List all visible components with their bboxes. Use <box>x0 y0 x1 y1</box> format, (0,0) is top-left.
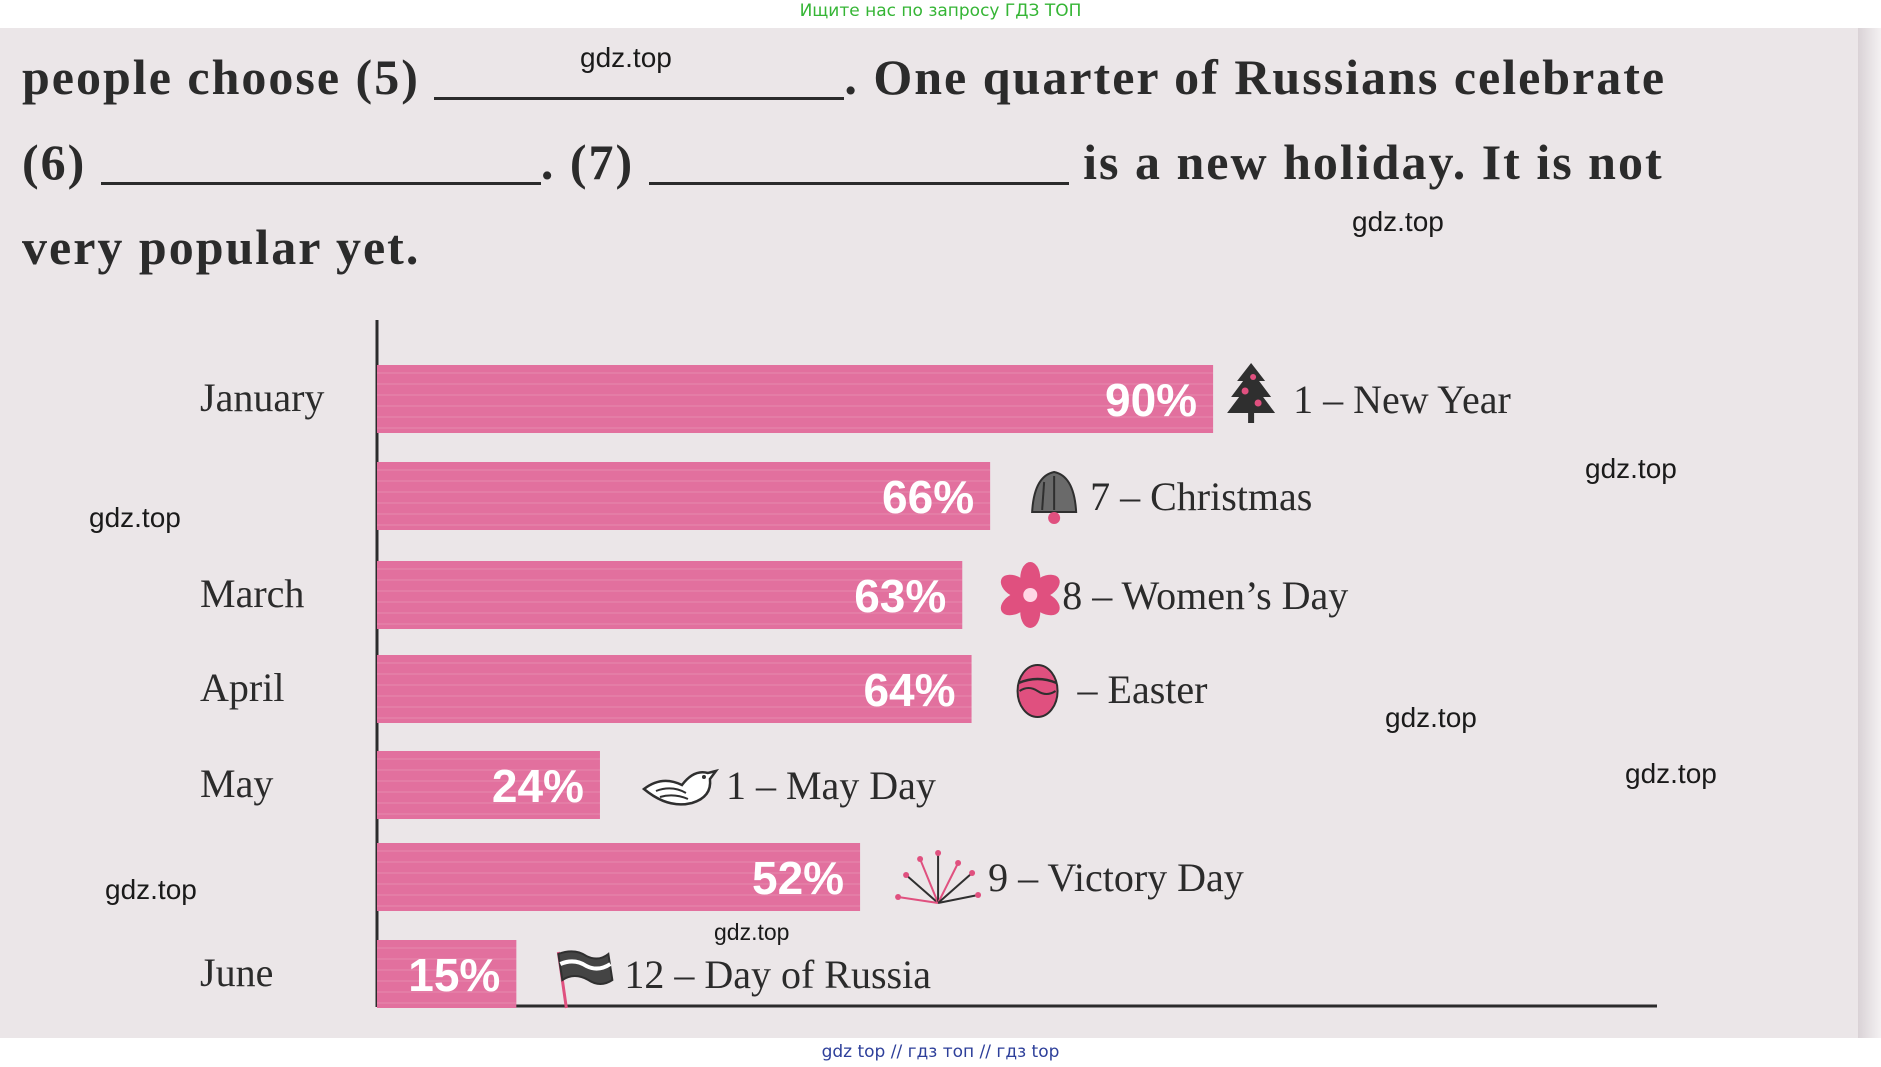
watermark: gdz.top <box>714 919 790 945</box>
watermark: gdz.top <box>89 502 181 533</box>
holiday-annotation: – Easter <box>1077 667 1208 712</box>
bar-value-label: 63% <box>854 570 946 622</box>
blank-5 <box>434 57 845 100</box>
bar-1 <box>377 365 1214 433</box>
holiday-annotation: 7 – Christmas <box>1090 474 1312 519</box>
page-edge <box>1858 28 1881 1038</box>
holiday-annotation: 9 – Victory Day <box>988 855 1244 900</box>
text-line-2-a: (6) <box>22 134 87 190</box>
bottom-banner: gdz top // гдз топ // гдз top <box>821 1042 1060 1062</box>
bar-value-label: 66% <box>882 471 974 523</box>
blank-6 <box>100 142 541 185</box>
watermark: gdz.top <box>580 42 672 73</box>
category-label: March <box>200 571 304 616</box>
bar-value-label: 90% <box>1105 374 1197 426</box>
text-line-1-b: . One quarter of Russians celebrate <box>844 49 1667 105</box>
text-line-1-a: people choose (5) <box>22 49 420 105</box>
bar-value-label: 64% <box>863 664 955 716</box>
blank-7 <box>648 142 1069 185</box>
bar-7 <box>377 940 517 1008</box>
holiday-annotation: 1 – May Day <box>726 763 936 808</box>
category-label: January <box>200 375 324 420</box>
watermark: gdz.top <box>1352 206 1444 237</box>
top-banner: Ищите нас по запросу ГДЗ ТОП <box>799 1 1082 21</box>
dove-icon <box>641 768 720 806</box>
fireworks-icon <box>895 850 982 904</box>
bar-2 <box>377 462 991 530</box>
text-line-1: people choose (5) . One quarter of Russi… <box>22 48 1666 106</box>
holiday-annotation: 1 – New Year <box>1293 377 1511 422</box>
bar-value-label: 24% <box>492 760 584 812</box>
bar-5 <box>377 751 600 819</box>
watermark: gdz.top <box>1385 702 1477 733</box>
watermark: gdz.top <box>1585 453 1677 484</box>
text-line-2: (6) . (7) is a new holiday. It is not <box>22 133 1664 191</box>
flower-icon <box>1000 562 1060 628</box>
category-label: April <box>200 665 284 710</box>
textbook-page <box>0 28 1858 1038</box>
holiday-annotation: 12 – Day of Russia <box>624 952 931 997</box>
bell-icon <box>1031 470 1078 524</box>
bar-4 <box>377 655 972 723</box>
holiday-annotation: 8 – Women’s Day <box>1062 573 1348 618</box>
text-line-2-b: . (7) <box>540 134 635 190</box>
text-line-2-c: is a new holiday. It is not <box>1083 134 1664 190</box>
text-line-3: very popular yet. <box>22 219 421 275</box>
category-label: May <box>200 761 273 806</box>
christmas-tree-icon <box>1227 363 1276 423</box>
watermark: gdz.top <box>105 874 197 905</box>
bar-3 <box>377 561 963 629</box>
bar-value-label: 52% <box>752 852 844 904</box>
category-label: June <box>200 950 273 995</box>
bar-6 <box>377 843 861 911</box>
easter-egg-icon <box>1016 664 1059 718</box>
flag-icon <box>556 950 614 1009</box>
bar-value-label: 15% <box>408 949 500 1001</box>
watermark: gdz.top <box>1625 758 1717 789</box>
